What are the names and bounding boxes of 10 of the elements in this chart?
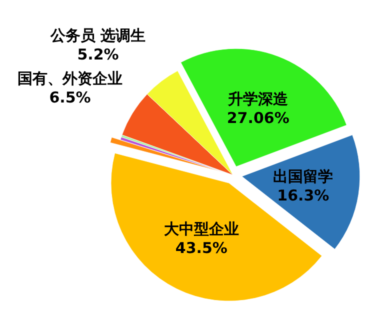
data-label: 6.5% xyxy=(49,88,91,106)
slice-label: 公务员 选调生 xyxy=(49,26,146,44)
data-label: 5.2% xyxy=(77,46,119,64)
data-label: 27.06% xyxy=(226,109,290,128)
data-label: 43.5% xyxy=(175,239,228,258)
slice-label: 国有、外资企业 xyxy=(18,70,122,88)
slice-label: 升学深造 xyxy=(227,90,290,108)
slice-label: 大中型企业 xyxy=(164,220,239,238)
slice-label: 出国留学 xyxy=(273,167,334,186)
data-label: 16.3% xyxy=(277,186,330,204)
